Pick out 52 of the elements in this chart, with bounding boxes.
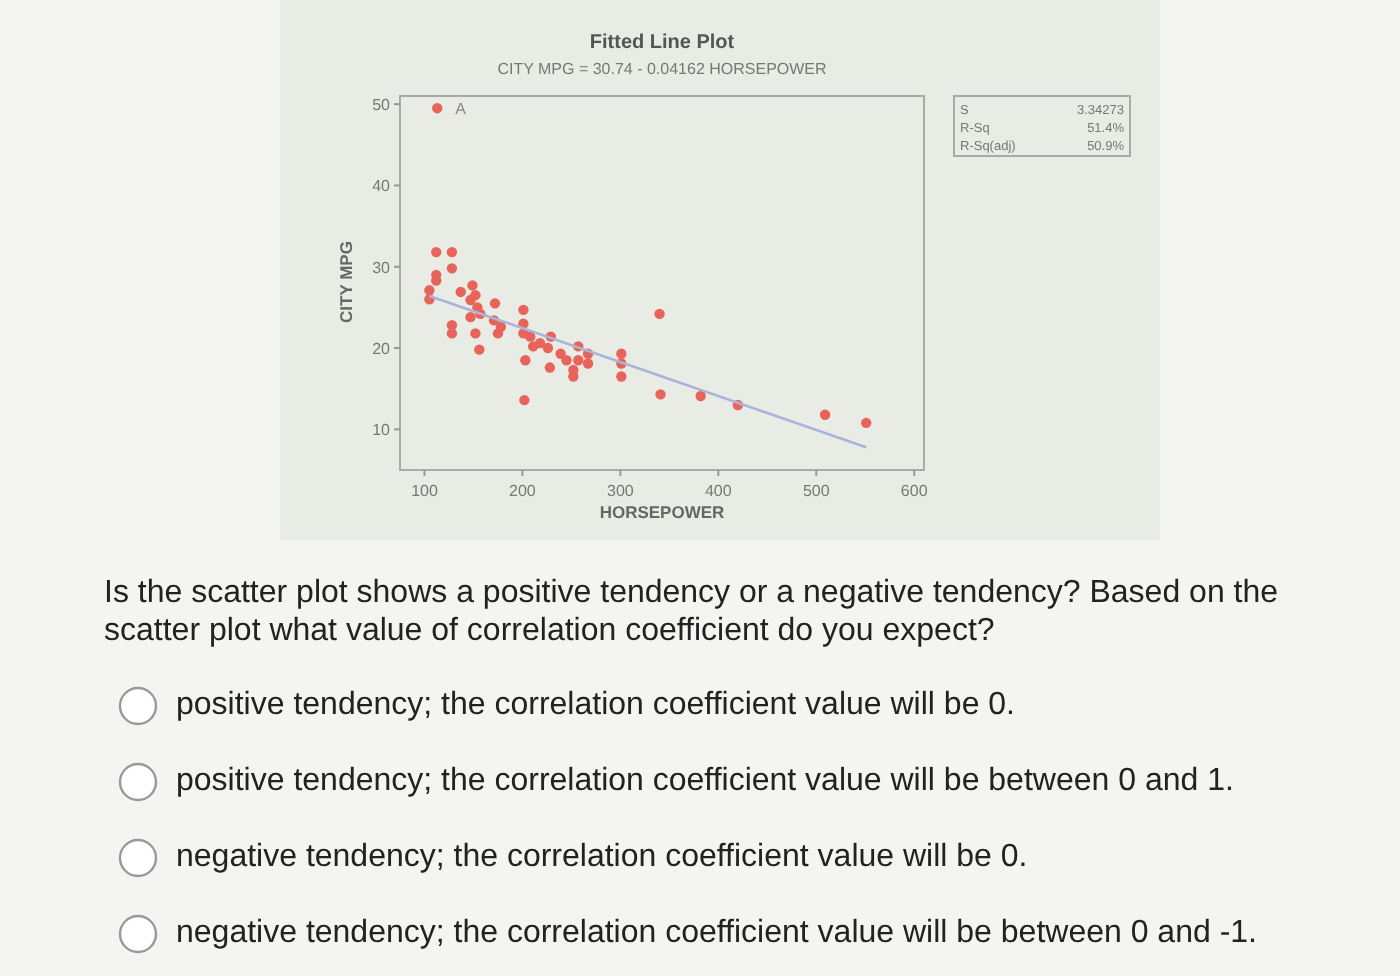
point <box>616 348 627 359</box>
chart-subtitle: CITY MPG = 30.74 - 0.04162 HORSEPOWER <box>497 60 828 78</box>
point <box>525 331 536 342</box>
x-tick-label: 500 <box>802 482 831 500</box>
point <box>520 355 531 366</box>
point <box>573 355 584 366</box>
x-tick-label: 600 <box>900 482 929 500</box>
point <box>819 409 831 420</box>
point <box>470 290 481 301</box>
point <box>446 246 458 258</box>
text: positive tendency; the correlation coefficient value will be between 0 and 1. <box>176 764 1234 800</box>
point <box>465 311 476 323</box>
y-axis-title: CITY MPG <box>336 240 356 323</box>
point <box>467 280 478 291</box>
point <box>861 417 872 429</box>
x-tick-label: 100 <box>411 482 439 500</box>
point <box>489 298 501 309</box>
text: Is the scatter plot shows a positive tendency or a negative tendency? Based on the scatter plot what value of correlation coefficient do you expect? <box>104 574 1281 650</box>
x-tick-label: 300 <box>607 482 635 500</box>
chart-title: Fitted Line Plot <box>589 32 736 54</box>
point <box>544 362 556 373</box>
y-tick-label: 10 <box>372 421 392 440</box>
point <box>492 328 504 339</box>
point <box>431 246 442 258</box>
x-tick-label: 200 <box>509 482 537 500</box>
x-tick-label: 400 <box>704 482 733 500</box>
text: positive tendency; the correlation coefficient value will be 0. <box>176 688 1015 724</box>
point <box>474 344 485 355</box>
point <box>695 390 706 402</box>
y-tick-label: 20 <box>372 340 392 359</box>
point <box>518 304 529 316</box>
x-axis-title: HORSEPOWER <box>599 502 725 522</box>
point <box>582 358 594 369</box>
y-tick-label: 50 <box>372 96 392 115</box>
point <box>655 389 666 400</box>
y-tick-label: 40 <box>372 177 392 196</box>
text: negative tendency; the correlation coefficient value will be 0. <box>176 840 1028 876</box>
point <box>654 308 665 320</box>
point <box>616 371 627 382</box>
point <box>432 103 443 114</box>
point <box>424 285 435 296</box>
point <box>561 355 572 366</box>
point <box>542 342 554 354</box>
point <box>534 337 546 349</box>
annotation: A <box>455 100 468 119</box>
text: negative tendency; the correlation coefficient value will be between 0 and -1. <box>176 916 1257 952</box>
y-tick-label: 30 <box>372 258 392 277</box>
point <box>455 286 466 298</box>
point <box>446 328 458 339</box>
point <box>519 394 530 406</box>
point <box>446 263 458 274</box>
point <box>470 328 481 339</box>
